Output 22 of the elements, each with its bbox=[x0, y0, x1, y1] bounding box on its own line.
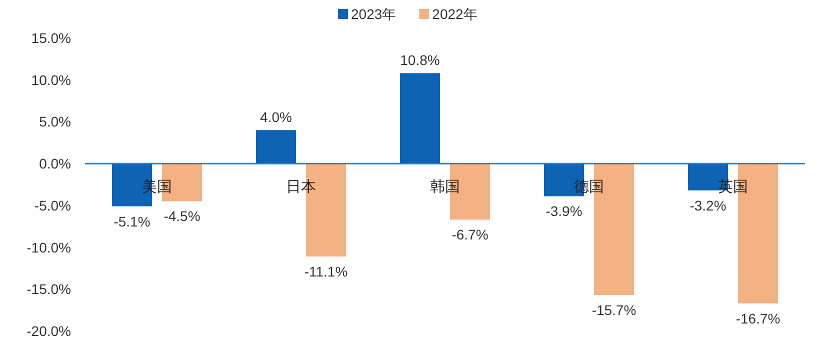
y-tick-label: 15.0% bbox=[31, 30, 71, 46]
bar bbox=[400, 73, 440, 164]
data-label: 10.8% bbox=[400, 52, 440, 68]
data-label: -6.7% bbox=[452, 226, 488, 243]
data-label: 4.0% bbox=[260, 109, 292, 126]
y-tick-label: -5.0% bbox=[34, 197, 71, 214]
data-label: -5.1% bbox=[114, 213, 150, 230]
legend-label: 2023年 bbox=[351, 6, 396, 22]
y-tick-label: -15.0% bbox=[26, 281, 71, 298]
y-tick-label: 0.0% bbox=[39, 156, 71, 172]
legend-label: 2022年 bbox=[432, 6, 478, 22]
y-tick-label: 10.0% bbox=[31, 72, 71, 88]
data-label: -15.7% bbox=[592, 302, 636, 318]
data-label: -3.9% bbox=[546, 203, 582, 220]
data-label: -3.2% bbox=[690, 197, 726, 214]
data-label: -16.7% bbox=[736, 310, 780, 326]
bar bbox=[256, 130, 296, 164]
y-tick-label: -10.0% bbox=[26, 239, 71, 256]
y-tick-label: -20.0% bbox=[26, 323, 71, 339]
y-tick-label: 5.0% bbox=[39, 114, 71, 130]
data-label: -4.5% bbox=[164, 208, 200, 224]
data-label: -11.1% bbox=[304, 263, 348, 280]
